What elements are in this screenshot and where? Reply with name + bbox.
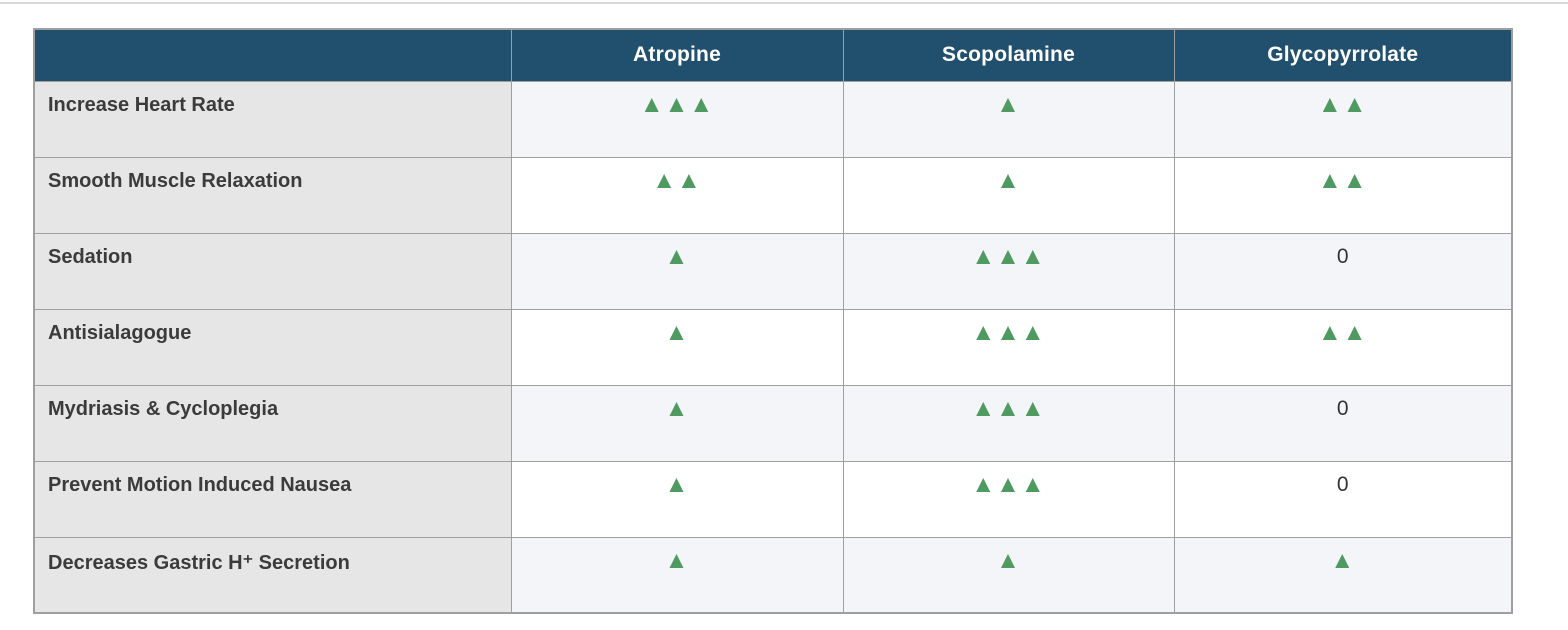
triangle-rating-icon: ▲	[664, 394, 690, 422]
corner-header-cell	[33, 28, 512, 82]
glycopyrrolate-cell: 0	[1173, 384, 1513, 462]
glycopyrrolate-cell: 0	[1173, 232, 1513, 310]
row-label: Increase Heart Rate	[33, 80, 512, 158]
table-header: Atropine Scopolamine Glycopyrrolate	[33, 28, 1513, 82]
triangle-rating-icon: ▲	[996, 546, 1021, 574]
atropine-cell: ▲	[510, 384, 844, 462]
glycopyrrolate-cell: 0	[1173, 460, 1513, 538]
scopolamine-cell: ▲	[842, 156, 1175, 234]
table-row-decreases-gastric-h-secretion: Decreases Gastric H⁺ Secretion ▲ ▲ ▲	[33, 536, 1513, 614]
glycopyrrolate-cell: ▲▲	[1173, 308, 1513, 386]
triangle-rating-icon: ▲	[996, 166, 1021, 194]
row-label: Antisialagogue	[33, 308, 512, 386]
table-row-increase-heart-rate: Increase Heart Rate ▲▲▲ ▲ ▲▲	[33, 80, 1513, 158]
table-row-prevent-motion-induced-nausea: Prevent Motion Induced Nausea ▲ ▲▲▲ 0	[33, 460, 1513, 538]
table-row-sedation: Sedation ▲ ▲▲▲ 0	[33, 232, 1513, 310]
triangle-rating-icon: ▲▲▲	[971, 394, 1046, 422]
glycopyrrolate-cell: ▲▲	[1173, 156, 1513, 234]
triangle-rating-icon: ▲▲▲	[971, 470, 1046, 498]
glycopyrrolate-cell: ▲	[1173, 536, 1513, 614]
header-row: Atropine Scopolamine Glycopyrrolate	[33, 28, 1513, 82]
scopolamine-cell: ▲▲▲	[842, 308, 1175, 386]
atropine-cell: ▲	[510, 536, 844, 614]
triangle-rating-icon: ▲	[664, 318, 690, 346]
scopolamine-cell: ▲	[842, 80, 1175, 158]
scopolamine-cell: ▲▲▲	[842, 384, 1175, 462]
glycopyrrolate-cell: ▲▲	[1173, 80, 1513, 158]
atropine-cell: ▲	[510, 460, 844, 538]
page-top-divider	[0, 2, 1568, 4]
triangle-rating-icon: ▲▲	[1317, 166, 1368, 194]
scopolamine-cell: ▲	[842, 536, 1175, 614]
column-header-glycopyrrolate: Glycopyrrolate	[1173, 28, 1513, 82]
table-row-antisialagogue: Antisialagogue ▲ ▲▲▲ ▲▲	[33, 308, 1513, 386]
atropine-cell: ▲▲	[510, 156, 844, 234]
atropine-cell: ▲	[510, 308, 844, 386]
triangle-rating-icon: ▲▲	[652, 166, 702, 194]
scopolamine-cell: ▲▲▲	[842, 232, 1175, 310]
triangle-rating-icon: ▲	[1330, 546, 1356, 574]
column-header-atropine: Atropine	[510, 28, 844, 82]
scopolamine-cell: ▲▲▲	[842, 460, 1175, 538]
column-header-scopolamine: Scopolamine	[842, 28, 1175, 82]
table-body: Increase Heart Rate ▲▲▲ ▲ ▲▲ Smooth Muscle R…	[33, 80, 1513, 614]
row-label: Smooth Muscle Relaxation	[33, 156, 512, 234]
triangle-rating-icon: ▲	[664, 546, 690, 574]
atropine-cell: ▲	[510, 232, 844, 310]
row-label: Sedation	[33, 232, 512, 310]
anticholinergic-comparison-table: Atropine Scopolamine Glycopyrrolate Increa…	[33, 28, 1513, 614]
triangle-rating-icon: ▲	[664, 470, 690, 498]
atropine-cell: ▲▲▲	[510, 80, 844, 158]
triangle-rating-icon: ▲▲	[1317, 90, 1368, 118]
zero-value: 0	[1336, 396, 1349, 420]
triangle-rating-icon: ▲	[664, 242, 690, 270]
zero-value: 0	[1336, 472, 1349, 496]
triangle-rating-icon: ▲	[996, 90, 1021, 118]
table-row-smooth-muscle-relaxation: Smooth Muscle Relaxation ▲▲ ▲ ▲▲	[33, 156, 1513, 234]
table-row-mydriasis-cycloplegia: Mydriasis & Cycloplegia ▲ ▲▲▲ 0	[33, 384, 1513, 462]
triangle-rating-icon: ▲▲▲	[639, 90, 715, 118]
row-label: Mydriasis & Cycloplegia	[33, 384, 512, 462]
row-label: Decreases Gastric H⁺ Secretion	[33, 536, 512, 614]
zero-value: 0	[1336, 244, 1349, 268]
row-label: Prevent Motion Induced Nausea	[33, 460, 512, 538]
triangle-rating-icon: ▲▲▲	[971, 318, 1046, 346]
triangle-rating-icon: ▲▲	[1317, 318, 1368, 346]
triangle-rating-icon: ▲▲▲	[971, 242, 1046, 270]
